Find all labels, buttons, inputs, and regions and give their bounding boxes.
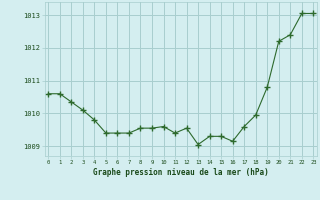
X-axis label: Graphe pression niveau de la mer (hPa): Graphe pression niveau de la mer (hPa) xyxy=(93,168,269,177)
